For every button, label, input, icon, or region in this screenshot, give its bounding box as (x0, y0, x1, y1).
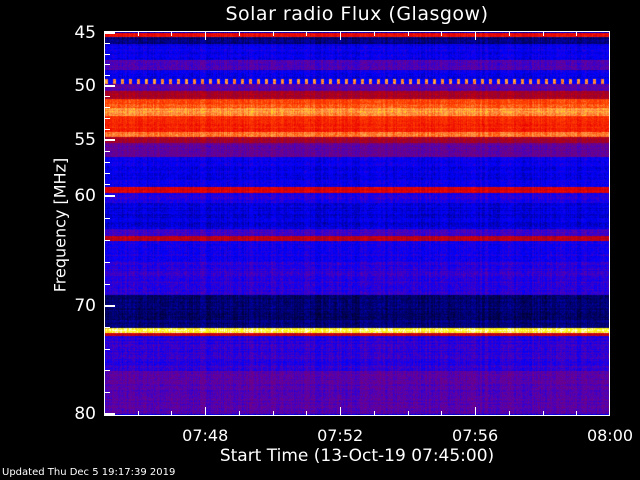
plot-frame (104, 31, 610, 416)
x-minor-tick (137, 32, 139, 36)
x-minor-tick (373, 411, 375, 415)
y-minor-tick (105, 74, 110, 76)
spectrogram-heatmap (105, 32, 609, 415)
x-major-tick (340, 407, 342, 415)
chart-title: Solar radio Flux (Glasgow) (225, 3, 489, 25)
y-major-tick (105, 32, 115, 34)
x-minor-tick (272, 411, 274, 415)
y-minor-tick (105, 107, 110, 109)
x-minor-tick (441, 411, 443, 415)
x-tick-label: 07:56 (452, 426, 499, 445)
x-minor-tick (171, 411, 173, 415)
y-minor-tick (105, 370, 110, 372)
y-minor-tick (105, 173, 110, 175)
x-axis-label: Start Time (13-Oct-19 07:45:00) (219, 446, 495, 466)
x-tick-label: 07:52 (317, 426, 364, 445)
x-minor-tick (238, 32, 240, 36)
y-tick-label: 50 (74, 76, 96, 96)
x-minor-tick (306, 32, 308, 36)
y-minor-tick (105, 96, 110, 98)
x-minor-tick (238, 411, 240, 415)
y-minor-tick (105, 128, 110, 130)
y-minor-tick (105, 150, 110, 152)
y-tick-label: 60 (74, 186, 96, 206)
x-minor-tick (137, 411, 139, 415)
y-minor-tick (105, 43, 110, 45)
y-axis-label: Frequency [MHz] (50, 157, 70, 293)
y-major-tick (105, 139, 115, 141)
x-minor-tick (508, 411, 510, 415)
x-minor-tick (373, 32, 375, 36)
y-minor-tick (105, 283, 110, 285)
x-minor-tick (407, 411, 409, 415)
y-minor-tick (105, 161, 110, 163)
x-minor-tick (576, 32, 578, 36)
y-tick-label: 55 (74, 130, 96, 150)
y-tick-label: 70 (74, 296, 96, 316)
x-minor-tick (576, 411, 578, 415)
y-minor-tick (105, 117, 110, 119)
x-minor-tick (306, 411, 308, 415)
y-major-tick (105, 305, 115, 307)
x-tick-label: 08:00 (586, 426, 634, 445)
y-major-tick (105, 413, 115, 415)
y-minor-tick (105, 348, 110, 350)
x-minor-tick (542, 32, 544, 36)
x-major-tick (205, 407, 207, 415)
x-major-tick (205, 32, 207, 40)
x-major-tick (475, 32, 477, 40)
x-minor-tick (542, 411, 544, 415)
x-minor-tick (441, 32, 443, 36)
y-minor-tick (105, 327, 110, 329)
y-minor-tick (105, 217, 110, 219)
x-minor-tick (508, 32, 510, 36)
x-minor-tick (407, 32, 409, 36)
x-major-tick (340, 32, 342, 40)
x-major-tick (475, 407, 477, 415)
y-minor-tick (105, 64, 110, 66)
x-minor-tick (171, 32, 173, 36)
x-tick-label: 07:48 (182, 426, 229, 445)
y-minor-tick (105, 239, 110, 241)
y-minor-tick (105, 391, 110, 393)
y-minor-tick (105, 184, 110, 186)
x-minor-tick (272, 32, 274, 36)
y-tick-label: 80 (74, 404, 96, 424)
updated-timestamp: Updated Thu Dec 5 19:17:39 2019 (2, 467, 176, 478)
y-tick-label: 45 (74, 23, 96, 43)
y-minor-tick (105, 53, 110, 55)
y-major-tick (105, 85, 115, 87)
y-minor-tick (105, 261, 110, 263)
y-major-tick (105, 195, 115, 197)
